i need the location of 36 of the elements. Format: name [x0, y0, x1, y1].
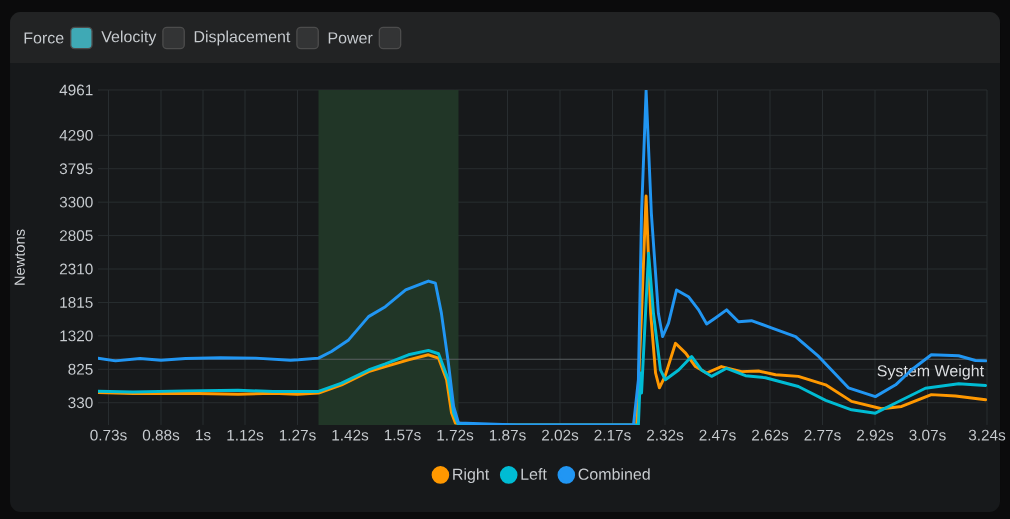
y-tick-label: 4961 [59, 84, 93, 96]
x-tick-label: 2.92s [857, 429, 894, 441]
x-tick-label: 1.72s [437, 429, 474, 441]
x-tick-label: 0.88s [142, 429, 180, 441]
text: Displacement [194, 30, 291, 46]
x-tick-label: 2.47s [699, 429, 736, 441]
y-tick-label: 1815 [60, 297, 93, 308]
y-axis-title: Newtons [14, 229, 25, 285]
x-tick-label: 1.12s [227, 429, 264, 441]
y-tick-label: 330 [68, 397, 93, 409]
x-tick-label: 2.17s [594, 429, 631, 441]
x-tick-label: 3.07s [909, 429, 946, 441]
text: Velocity [101, 30, 157, 46]
x-tick-label: 2.02s [542, 429, 579, 441]
y-tick-label: 4290 [59, 129, 93, 141]
x-tick-label: 2.77s [804, 429, 841, 441]
text: Power [328, 32, 373, 44]
x-tick-label: 1.87s [489, 429, 526, 441]
y-tick-label: 2805 [59, 230, 93, 242]
x-tick-label: 2.62s [752, 429, 789, 441]
x-tick-label: 1.27s [279, 429, 316, 441]
legend-label: Combined [578, 468, 650, 480]
legend-label: Right [453, 468, 490, 484]
x-tick-label: 1.57s [384, 429, 421, 441]
legend-label: Left [521, 468, 547, 480]
y-tick-label: 825 [68, 363, 93, 375]
y-tick-label: 3300 [59, 196, 93, 208]
x-tick-label: 0.73s [90, 429, 127, 441]
y-tick-label: 3795 [59, 163, 93, 175]
x-tick-label: 1s [196, 429, 211, 441]
y-tick-label: 2310 [59, 263, 93, 275]
x-tick-label: 2.32s [647, 429, 684, 441]
x-tick-label: 3.24s [968, 429, 1006, 441]
text: Force [24, 32, 64, 44]
x-tick-label: 1.42s [332, 429, 369, 441]
y-tick-label: 1320 [60, 330, 93, 342]
